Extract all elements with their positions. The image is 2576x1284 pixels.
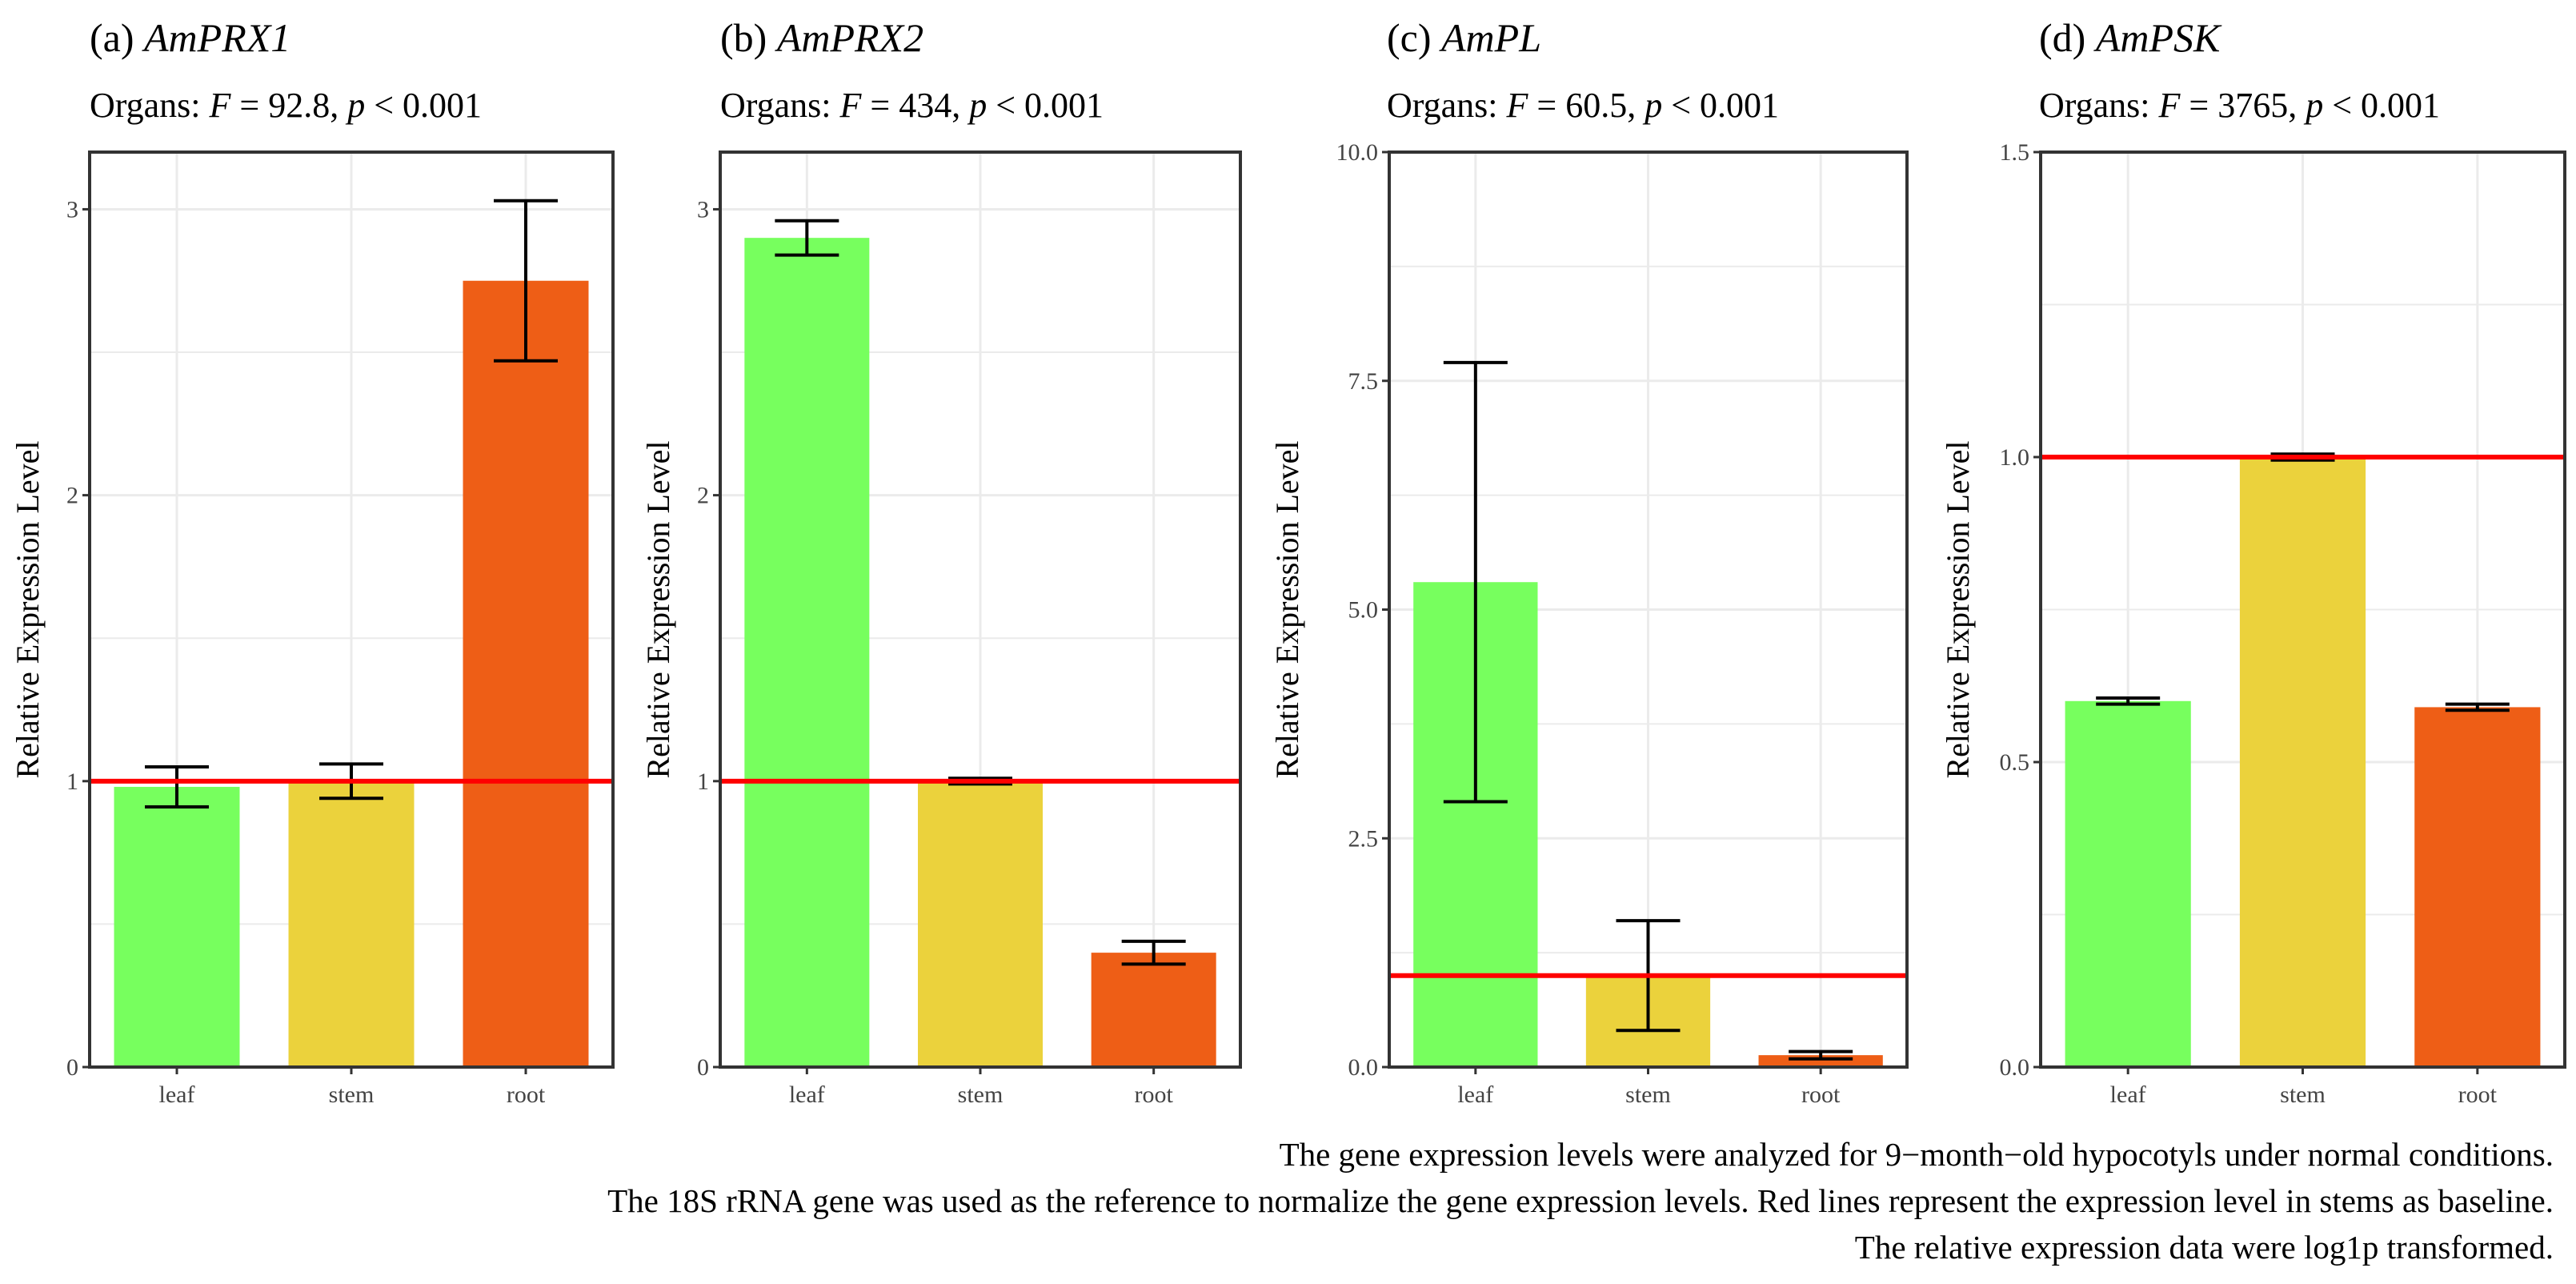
panel-4: (d) AmPSK Organs: F = 3765, p < 0.001 0.0 0… bbox=[1940, 15, 2566, 1108]
y-tick-label: 2 bbox=[66, 483, 78, 509]
y-tick-label: 7.5 bbox=[1348, 368, 1379, 395]
panel-label: (d) bbox=[2039, 15, 2096, 60]
p-symbol: p bbox=[345, 86, 365, 125]
panel-title: (d) AmPSK bbox=[2039, 15, 2222, 60]
error-bar-root bbox=[494, 199, 558, 363]
y-axis-title: Relative Expression Level bbox=[1940, 440, 1976, 778]
p-symbol: p bbox=[967, 86, 987, 125]
caption-line-2: The 18S rRNA gene was used as the refere… bbox=[607, 1182, 2554, 1219]
x-tick-label-root: root bbox=[1801, 1081, 1841, 1108]
panel-label: (a) bbox=[90, 15, 144, 60]
error-bar-root bbox=[1789, 1049, 1853, 1061]
error-bar-root bbox=[2445, 702, 2510, 712]
error-bar-root bbox=[1121, 939, 1186, 966]
panel-label: (c) bbox=[1387, 15, 1441, 60]
y-tick-label: 2 bbox=[697, 483, 709, 509]
gene-name: AmPL bbox=[1439, 15, 1541, 60]
subtitle-prefix: Organs: bbox=[1387, 86, 1507, 125]
error-bar-leaf bbox=[775, 219, 839, 257]
panel-subtitle: Organs: F = 92.8, p < 0.001 bbox=[90, 86, 482, 125]
f-symbol: F bbox=[1506, 86, 1529, 125]
f-statistic: = 434, bbox=[861, 86, 969, 125]
x-tick-label-leaf: leaf bbox=[159, 1081, 195, 1108]
y-tick-label: 5.0 bbox=[1348, 597, 1379, 624]
y-tick-label: 0 bbox=[66, 1054, 78, 1081]
bar-root bbox=[463, 280, 589, 1067]
f-symbol: F bbox=[839, 86, 863, 125]
y-tick-label: 0.0 bbox=[1348, 1054, 1379, 1081]
p-value: < 0.001 bbox=[365, 86, 482, 125]
f-symbol: F bbox=[209, 86, 232, 125]
subtitle-prefix: Organs: bbox=[2039, 86, 2159, 125]
subtitle-prefix: Organs: bbox=[90, 86, 210, 125]
x-tick-label-stem: stem bbox=[958, 1081, 1004, 1108]
bar-leaf bbox=[2065, 700, 2191, 1067]
x-tick-label-leaf: leaf bbox=[2110, 1081, 2146, 1108]
y-tick-label: 0.5 bbox=[2000, 749, 2030, 776]
x-tick-label-stem: stem bbox=[2280, 1081, 2326, 1108]
subtitle-prefix: Organs: bbox=[720, 86, 840, 125]
panel-subtitle: Organs: F = 434, p < 0.001 bbox=[720, 86, 1104, 125]
panel-label: (b) bbox=[720, 15, 777, 60]
p-symbol: p bbox=[1642, 86, 1662, 125]
y-tick-label: 1.5 bbox=[2000, 139, 2030, 166]
x-tick-label-leaf: leaf bbox=[1457, 1081, 1493, 1108]
y-axis-title: Relative Expression Level bbox=[10, 440, 46, 778]
p-symbol: p bbox=[2303, 86, 2323, 125]
p-value: < 0.001 bbox=[1662, 86, 1779, 125]
y-tick-label: 1.0 bbox=[2000, 444, 2030, 471]
p-value: < 0.001 bbox=[2323, 86, 2440, 125]
f-statistic: = 60.5, bbox=[1528, 86, 1645, 125]
gene-name: AmPRX1 bbox=[142, 15, 290, 60]
error-bar-leaf bbox=[1443, 360, 1508, 804]
panel-subtitle: Organs: F = 3765, p < 0.001 bbox=[2039, 86, 2440, 125]
y-tick-label: 2.5 bbox=[1348, 825, 1379, 852]
panel-subtitle: Organs: F = 60.5, p < 0.001 bbox=[1387, 86, 1779, 125]
panel-3: (c) AmPL Organs: F = 60.5, p < 0.001 0.0 2.… bbox=[1269, 15, 1909, 1108]
bar-root bbox=[2414, 707, 2541, 1067]
panel-1: (a) AmPRX1 Organs: F = 92.8, p < 0.001 0 1 2… bbox=[10, 15, 615, 1108]
bar-stem bbox=[288, 780, 415, 1067]
panel-title: (c) AmPL bbox=[1387, 15, 1541, 60]
y-tick-label: 0 bbox=[697, 1054, 709, 1081]
x-tick-label-root: root bbox=[507, 1081, 546, 1108]
y-tick-label: 3 bbox=[697, 196, 709, 223]
f-statistic: = 92.8, bbox=[230, 86, 347, 125]
x-tick-label-root: root bbox=[2458, 1081, 2498, 1108]
caption-line-1: The gene expression levels were analyzed… bbox=[1279, 1136, 2554, 1173]
bar-stem bbox=[918, 780, 1043, 1067]
caption-line-3: The relative expression data were log1p … bbox=[1854, 1229, 2554, 1266]
bar-stem bbox=[2239, 457, 2366, 1067]
bar-root bbox=[1091, 953, 1216, 1067]
gene-name: AmPSK bbox=[2093, 15, 2222, 60]
panel-2: (b) AmPRX2 Organs: F = 434, p < 0.001 0 1 2 3… bbox=[640, 15, 1242, 1108]
panel-title: (a) AmPRX1 bbox=[90, 15, 290, 60]
y-axis-title: Relative Expression Level bbox=[1269, 440, 1305, 778]
x-tick-label-leaf: leaf bbox=[789, 1081, 825, 1108]
bar-leaf bbox=[114, 786, 240, 1067]
bar-leaf bbox=[744, 238, 870, 1067]
error-bar-leaf bbox=[2096, 696, 2161, 706]
gene-name: AmPRX2 bbox=[775, 15, 923, 60]
error-bar-leaf bbox=[145, 764, 209, 809]
y-tick-label: 1 bbox=[697, 768, 709, 795]
y-tick-label: 10.0 bbox=[1336, 139, 1379, 166]
y-axis-title: Relative Expression Level bbox=[640, 440, 676, 778]
f-statistic: = 3765, bbox=[2180, 86, 2306, 125]
panel-title: (b) AmPRX2 bbox=[720, 15, 923, 60]
f-symbol: F bbox=[2158, 86, 2181, 125]
y-tick-label: 1 bbox=[66, 768, 78, 795]
x-tick-label-root: root bbox=[1135, 1081, 1174, 1108]
x-tick-label-stem: stem bbox=[1625, 1081, 1671, 1108]
x-tick-label-stem: stem bbox=[329, 1081, 375, 1108]
y-tick-label: 0.0 bbox=[2000, 1054, 2030, 1081]
y-tick-label: 3 bbox=[66, 196, 78, 223]
p-value: < 0.001 bbox=[987, 86, 1104, 125]
